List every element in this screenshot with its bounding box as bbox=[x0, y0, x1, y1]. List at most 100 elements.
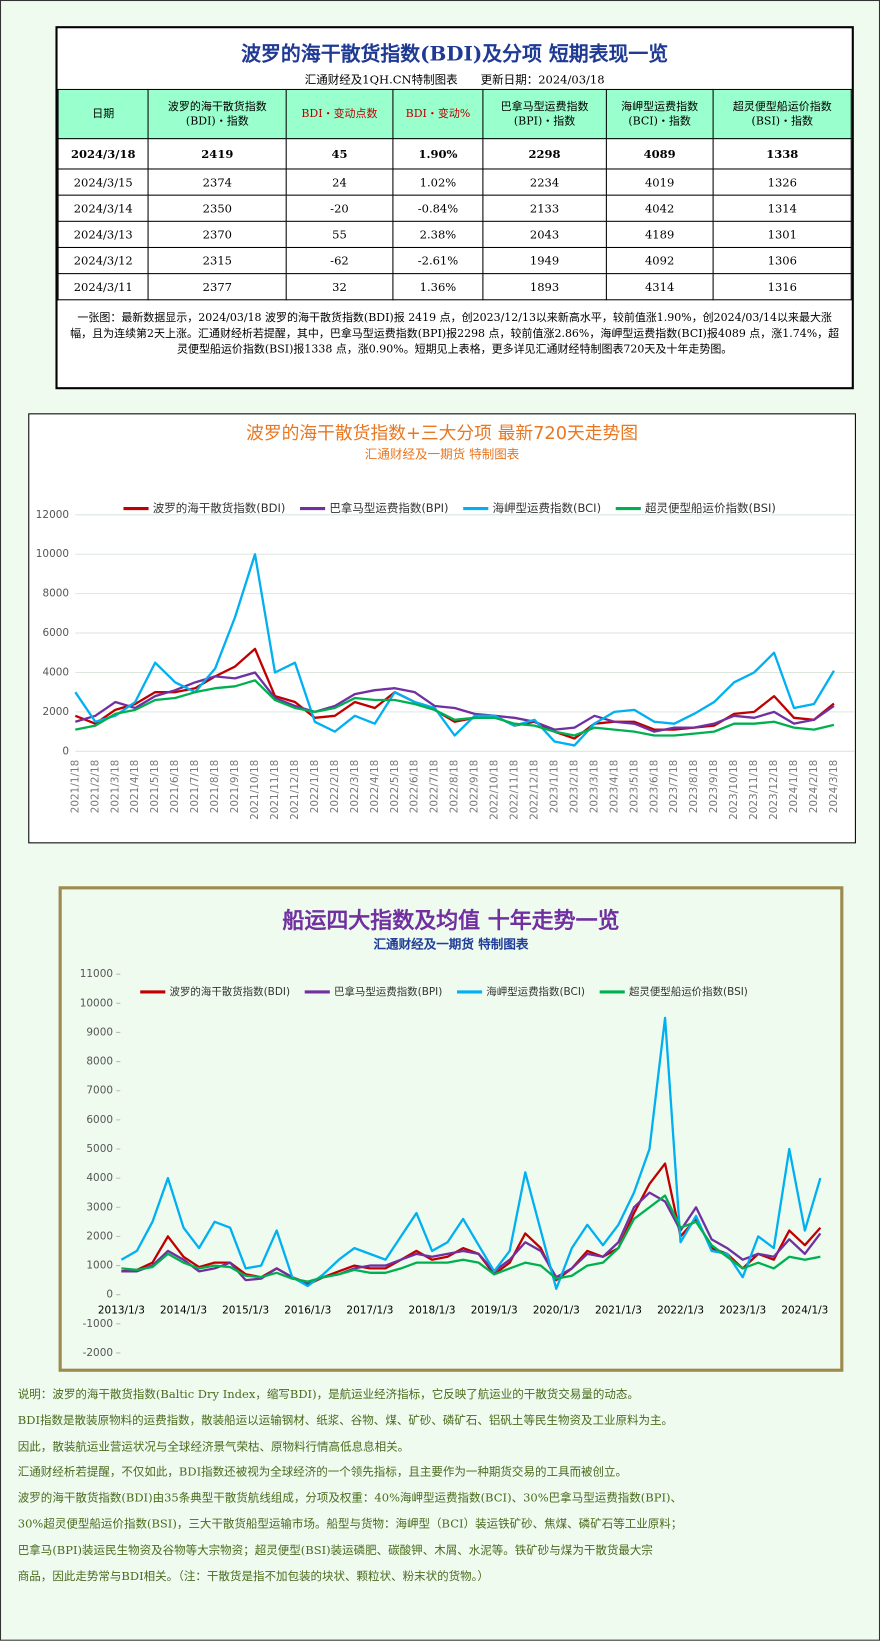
x-tick-label: 2021/1/3 bbox=[595, 1304, 642, 1316]
table-cell: 1306 bbox=[712, 246, 852, 275]
x-tick-label: 2021/12/18 bbox=[289, 760, 301, 820]
header-cell: 海岬型运费指数 (BCI)・指数 bbox=[605, 88, 714, 140]
series-line bbox=[121, 1194, 821, 1283]
table-cell: 4092 bbox=[605, 246, 714, 275]
y-tick-label: 10000 bbox=[80, 997, 113, 1009]
chart-title: 船运四大指数及均值 十年走势一览 bbox=[282, 908, 619, 934]
x-tick-label: 2023/12/18 bbox=[768, 760, 780, 820]
table-cell: 1316 bbox=[712, 273, 852, 301]
table-cell: 1338 bbox=[712, 138, 852, 170]
y-tick-label: 2000 bbox=[42, 706, 69, 718]
table-cell: 1.02% bbox=[392, 168, 484, 196]
y-tick-label: 2000 bbox=[86, 1230, 113, 1242]
x-tick-label: 2022/10/18 bbox=[489, 760, 501, 820]
note-line: 说明：波罗的海干散货指数(Baltic Dry Index，缩写BDI)，是航运… bbox=[17, 1387, 639, 1402]
x-tick-label: 2023/6/18 bbox=[648, 760, 660, 814]
x-tick-label: 2023/10/18 bbox=[728, 760, 740, 820]
y-tick-label: 7000 bbox=[86, 1085, 113, 1097]
x-tick-label: 2023/1/3 bbox=[719, 1304, 766, 1316]
table-cell: 2419 bbox=[147, 138, 287, 170]
legend-label: 巴拿马型运费指数(BPI) bbox=[334, 985, 442, 998]
y-tick-label: 0 bbox=[106, 1289, 113, 1301]
x-tick-label: 2020/1/3 bbox=[533, 1304, 580, 1316]
legend-label: 超灵便型船运价指数(BSI) bbox=[645, 501, 776, 515]
chart-title: 波罗的海干散货指数+三大分项 最新720天走势图 bbox=[246, 423, 638, 444]
table-cell: 4089 bbox=[605, 138, 714, 170]
x-tick-label: 2023/2/18 bbox=[568, 760, 580, 814]
header-cell: 巴拿马型运费指数 (BPI)・指数 bbox=[482, 88, 607, 140]
notes: 说明：波罗的海干散货指数(Baltic Dry Index，缩写BDI)，是航运… bbox=[18, 1384, 682, 1592]
x-tick-label: 2023/8/18 bbox=[688, 760, 700, 814]
table-cell: 4019 bbox=[605, 168, 714, 196]
x-tick-label: 2022/11/18 bbox=[509, 760, 521, 820]
y-tick-label: 10000 bbox=[36, 548, 69, 560]
table-cell: 1949 bbox=[482, 246, 607, 275]
table-cell: 2024/3/14 bbox=[57, 194, 149, 222]
table-cell: 55 bbox=[285, 220, 394, 248]
header-cell: 波罗的海干散货指数 (BDI)・指数 bbox=[147, 88, 287, 140]
table-cell: 1.90% bbox=[392, 138, 484, 170]
table-cell: 2.38% bbox=[392, 220, 484, 248]
y-tick-label: 8000 bbox=[86, 1056, 113, 1068]
y-tick-label: 9000 bbox=[86, 1026, 113, 1038]
table-row: 2024/3/15 2374 24 1.02% 2234 4019 1326 bbox=[57, 168, 852, 196]
table-note: 一张图：最新数据显示，2024/03/18 波罗的海干散货指数(BDI)报 24… bbox=[70, 311, 840, 356]
note-line: BDI指数是散装原物料的运费指数，散装船运以运输钢材、纸浆、谷物、煤、矿砂、磷矿… bbox=[17, 1413, 674, 1428]
table-cell: 2370 bbox=[147, 220, 287, 248]
table-title: 波罗的海干散货指数(BDI)及分项 短期表现一览 bbox=[241, 42, 669, 66]
table-cell: -2.61% bbox=[392, 246, 484, 275]
summary-table: 日期 波罗的海干散货指数 (BDI)・指数 BDI・变动点数 BDI・变动% 巴拿马型运… bbox=[57, 88, 852, 301]
x-tick-label: 2019/1/3 bbox=[471, 1304, 518, 1316]
table-cell: 2234 bbox=[482, 168, 607, 196]
x-tick-label: 2024/1/18 bbox=[788, 760, 800, 814]
table-cell: -62 bbox=[285, 246, 394, 275]
x-tick-label: 2022/8/18 bbox=[449, 760, 461, 814]
y-tick-label: -1000 bbox=[83, 1318, 113, 1330]
x-tick-label: 2013/1/3 bbox=[98, 1304, 145, 1316]
y-tick-label: -2000 bbox=[83, 1347, 113, 1359]
legend-label: 波罗的海干散货指数(BDI) bbox=[153, 501, 286, 515]
table-cell: 1893 bbox=[482, 273, 607, 301]
y-tick-label: 0 bbox=[62, 745, 69, 757]
x-tick-label: 2022/9/18 bbox=[469, 760, 481, 814]
table-cell: 4189 bbox=[605, 220, 714, 248]
y-tick-label: 5000 bbox=[86, 1143, 113, 1155]
chart-subtitle: 汇通财经及一期货 特制图表 bbox=[365, 447, 520, 462]
x-tick-label: 2023/1/18 bbox=[548, 760, 560, 814]
x-tick-label: 2022/2/18 bbox=[329, 760, 341, 814]
x-tick-label: 2023/11/18 bbox=[748, 760, 760, 820]
table-cell: 1314 bbox=[712, 194, 852, 222]
chart-subtitle: 汇通财经及一期货 特制图表 bbox=[374, 936, 529, 951]
header-cell: BDI・变动点数 bbox=[285, 88, 394, 140]
header-cell: BDI・变动% bbox=[392, 88, 484, 140]
note-line: 因此，散装航运业营运状况与全球经济景气荣枯、原物料行情高低息息相关。 bbox=[17, 1439, 410, 1453]
x-tick-label: 2024/3/18 bbox=[828, 760, 840, 814]
x-tick-label: 2016/1/3 bbox=[284, 1304, 331, 1316]
y-tick-label: 1000 bbox=[86, 1260, 113, 1272]
x-tick-label: 2021/2/18 bbox=[89, 760, 101, 814]
x-tick-label: 2023/5/18 bbox=[628, 760, 640, 814]
table-cell: 2377 bbox=[147, 273, 287, 301]
x-tick-label: 2024/2/18 bbox=[808, 760, 820, 814]
table-cell: 2043 bbox=[482, 220, 607, 248]
legend-label: 海岬型运费指数(BCI) bbox=[492, 501, 601, 515]
header-cell: 超灵便型船运价指数 (BSI)・指数 bbox=[712, 88, 852, 140]
x-tick-label: 2017/1/3 bbox=[346, 1304, 393, 1316]
table-cell: 1301 bbox=[712, 220, 852, 248]
table-row: 2024/3/11 2377 32 1.36% 1893 4314 1316 bbox=[57, 273, 852, 301]
series-line bbox=[75, 679, 835, 737]
note-line: 波罗的海干散货指数(BDI)由35条典型干散货航线组成，分项及权重：40%海岬型… bbox=[17, 1491, 683, 1505]
x-tick-label: 2023/4/18 bbox=[608, 760, 620, 814]
x-tick-label: 2022/3/18 bbox=[349, 760, 361, 814]
header-row: 日期 波罗的海干散货指数 (BDI)・指数 BDI・变动点数 BDI・变动% 巴拿马型运… bbox=[57, 88, 852, 140]
table-cell: 2315 bbox=[147, 246, 287, 275]
table-cell: 2024/3/13 bbox=[57, 220, 149, 248]
table-cell: 24 bbox=[285, 168, 394, 196]
note-line: 商品，因此走势常与BDI相关。（注：干散货是指不加包装的块状、颗粒状、粉末状的货… bbox=[17, 1569, 489, 1583]
table-cell: 1326 bbox=[712, 168, 852, 196]
x-tick-label: 2021/8/18 bbox=[209, 760, 221, 814]
x-tick-label: 2022/7/18 bbox=[429, 760, 441, 814]
x-tick-label: 2021/4/18 bbox=[129, 760, 141, 814]
summary-table-box: 波罗的海干散货指数(BDI)及分项 短期表现一览 汇通财经及1QH.CN特制图表… bbox=[55, 26, 854, 390]
